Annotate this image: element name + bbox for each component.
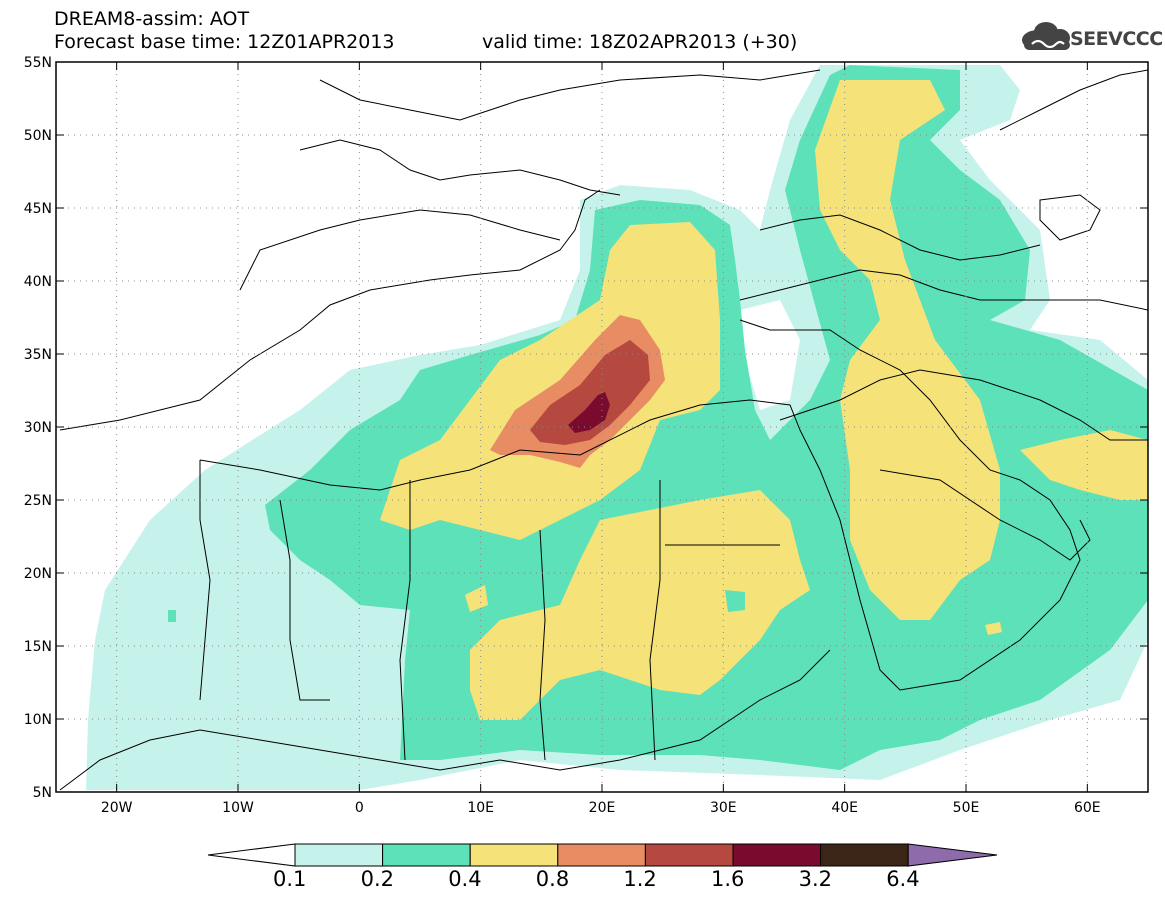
aot-region-1.2 xyxy=(530,340,650,445)
aot-region-0.4 xyxy=(380,222,720,540)
legend-level-label: 0.4 xyxy=(448,867,482,891)
lon-tick-label: 30E xyxy=(710,800,737,816)
title-line-1: DREAM8-assim: AOT xyxy=(54,8,250,30)
lon-tick-label: 10W xyxy=(222,800,254,816)
lat-tick-label: 25N xyxy=(24,493,52,509)
legend-level-label: 0.2 xyxy=(360,867,394,891)
legend-level-label: 6.4 xyxy=(886,867,920,891)
legend-swatch xyxy=(469,843,559,867)
lon-tick-label: 0 xyxy=(355,800,364,816)
legend-swatch xyxy=(557,843,646,867)
lon-tick-label: 20W xyxy=(101,800,133,816)
legend-swatch xyxy=(644,843,734,867)
lon-tick-label: 10E xyxy=(467,800,494,816)
legend-swatch xyxy=(732,843,822,867)
aot-region-1.6 xyxy=(568,392,610,433)
legend-level-label: 0.1 xyxy=(273,867,307,891)
legend-level-label: 3.2 xyxy=(798,867,832,891)
lat-tick-label: 10N xyxy=(24,712,52,728)
lat-tick-label: 20N xyxy=(24,566,52,582)
legend-swatch xyxy=(294,843,384,867)
lat-tick-label: 5N xyxy=(33,785,52,801)
legend-swatch xyxy=(382,843,471,867)
title-line-2: Forecast base time: 12Z01APR2013 xyxy=(54,31,395,53)
lon-tick-label: 40E xyxy=(831,800,858,816)
lon-tick-label: 60E xyxy=(1074,800,1101,816)
lat-tick-label: 15N xyxy=(24,639,52,655)
cloud-icon xyxy=(1022,22,1070,50)
lat-tick-label: 55N xyxy=(24,55,52,71)
logo-text: SEEVCCC xyxy=(1070,28,1163,50)
legend-level-label: 0.8 xyxy=(535,867,570,891)
legend-arrow-low xyxy=(207,843,296,867)
legend-level-label: 1.6 xyxy=(711,867,745,891)
legend-arrow-high xyxy=(907,843,998,867)
lon-tick-label: 50E xyxy=(953,800,980,816)
lat-tick-label: 45N xyxy=(24,201,52,217)
lat-tick-label: 35N xyxy=(24,347,52,363)
lat-tick-label: 40N xyxy=(24,274,52,290)
legend-level-label: 1.2 xyxy=(623,867,657,891)
lon-tick-label: 20E xyxy=(589,800,616,816)
valid-time: valid time: 18Z02APR2013 (+30) xyxy=(482,31,798,53)
lat-tick-label: 50N xyxy=(24,128,52,144)
lat-tick-label: 30N xyxy=(24,420,52,436)
legend-swatch xyxy=(820,843,909,867)
